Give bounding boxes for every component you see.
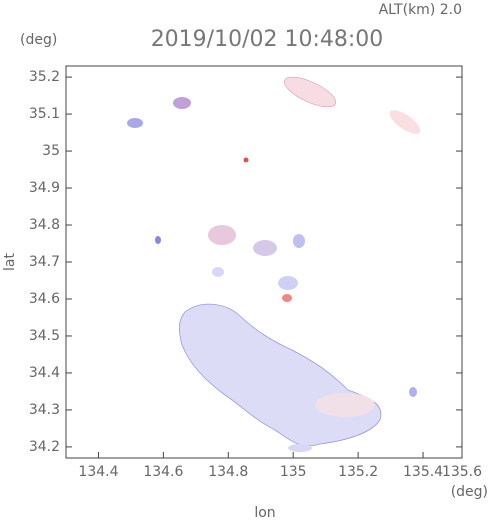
- y-tick-label: 34.7: [29, 254, 60, 270]
- y-tick-label: 34.2: [29, 439, 60, 455]
- x-tick-label: 134.8: [208, 464, 248, 480]
- x-tick-label: 135.6: [442, 464, 482, 480]
- x-unit: (deg): [451, 484, 488, 500]
- y-tick-label: 34.6: [29, 291, 60, 307]
- y-axis-label: lat: [2, 253, 18, 271]
- x-tick-label: 135.2: [338, 464, 378, 480]
- echo-field: [127, 76, 421, 452]
- y-unit: (deg): [20, 32, 57, 48]
- x-axis-label: lon: [254, 505, 275, 521]
- y-tick-label: 34.4: [29, 365, 60, 381]
- altitude-label: ALT(km) 2.0: [379, 2, 462, 18]
- x-tick-label: 135.4: [403, 464, 443, 480]
- x-tick-label: 134.4: [78, 464, 118, 480]
- y-tick-label: 34.9: [29, 180, 60, 196]
- y-tick-label: 35.1: [29, 106, 60, 122]
- y-tick-label: 35.2: [29, 69, 60, 85]
- y-tick-label: 34.8: [29, 217, 60, 233]
- x-tick-label: 135: [280, 464, 307, 480]
- y-tick-label: 34.5: [29, 328, 60, 344]
- y-tick-label: 34.3: [29, 402, 60, 418]
- y-tick-label: 35: [42, 143, 60, 159]
- chart-title: 2019/10/02 10:48:00: [151, 27, 384, 52]
- x-tick-label: 134.6: [143, 464, 183, 480]
